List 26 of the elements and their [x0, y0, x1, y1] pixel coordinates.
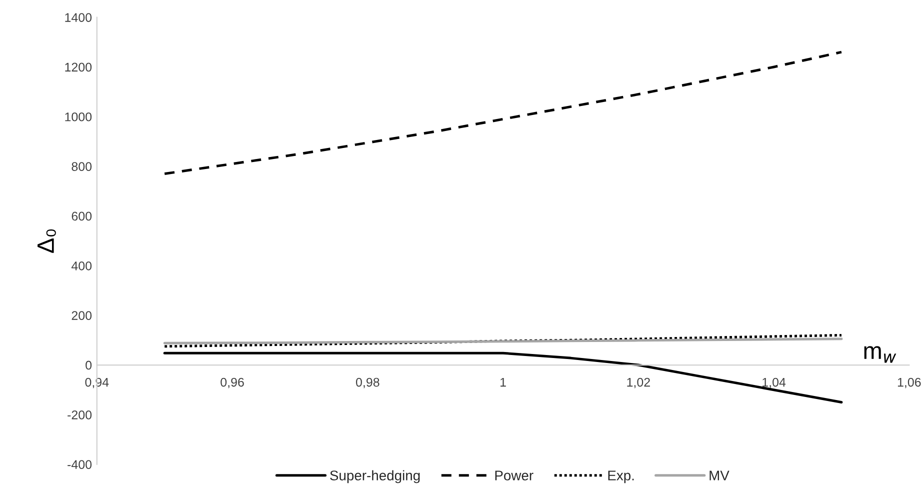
legend-label: Exp.: [608, 470, 634, 484]
y-tick-label: 600: [72, 212, 92, 221]
y-tick-label: 1200: [65, 62, 92, 72]
line-series: [163, 50, 843, 176]
x-tick-label: 1,06: [898, 378, 921, 388]
x-tick-label: 0,96: [220, 378, 244, 388]
y-tick-label: 1000: [65, 112, 92, 122]
y-tick-label: 200: [72, 311, 92, 320]
y-tick-label: -400: [68, 460, 92, 470]
y-axis-title: Δ₀: [38, 229, 56, 253]
y-tick-label: 400: [71, 261, 92, 270]
y-tick-label: -200: [68, 410, 92, 420]
legend-label: Power: [495, 470, 534, 480]
legend-label: MV: [710, 470, 730, 480]
x-tick-label: 0,98: [356, 378, 380, 388]
y-tick-label: 800: [72, 162, 92, 171]
line-series: [163, 352, 843, 404]
line-series: [163, 334, 843, 348]
x-tick-label: 1,04: [762, 378, 786, 388]
x-tick-label: 0,94: [85, 378, 109, 388]
x-tick-label: 1: [500, 378, 506, 387]
x-tick-label: 1,02: [627, 378, 650, 388]
legend-label: Super-hedging: [330, 470, 420, 484]
y-tick-label: 0: [86, 360, 92, 370]
x-axis-title: m$_{w}$: [864, 346, 896, 363]
y-tick-label: 1400: [65, 13, 92, 22]
